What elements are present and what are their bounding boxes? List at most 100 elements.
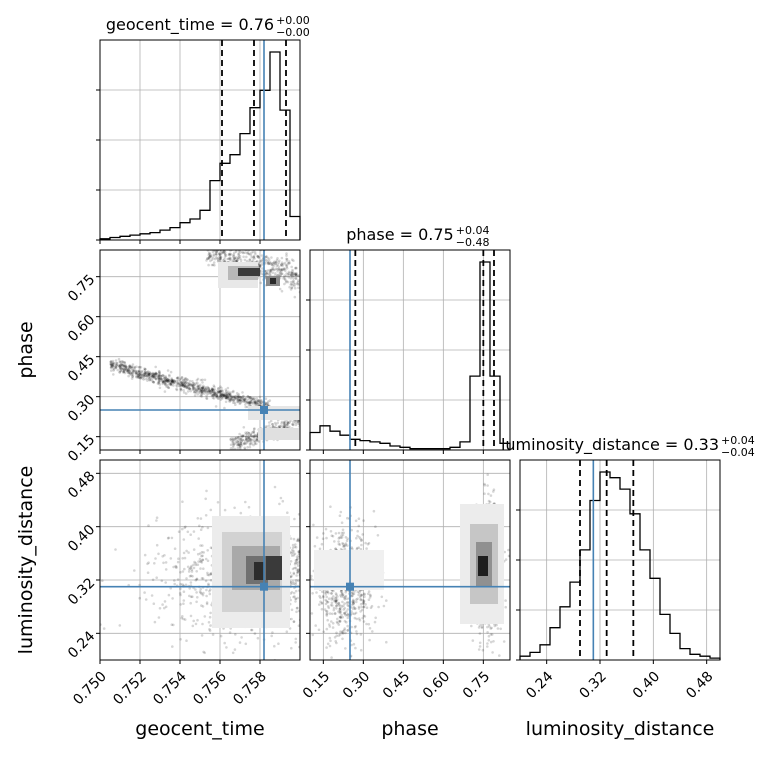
scatter-point bbox=[192, 383, 196, 386]
scatter-point bbox=[320, 607, 324, 611]
scatter-point bbox=[259, 281, 263, 285]
scatter-point bbox=[237, 397, 240, 400]
scatter-point bbox=[209, 254, 212, 258]
scatter-point bbox=[196, 517, 200, 520]
scatter-point bbox=[350, 591, 354, 595]
scatter-point bbox=[307, 590, 310, 593]
scatter-point bbox=[180, 383, 184, 386]
scatter-point bbox=[181, 383, 185, 387]
scatter-point bbox=[240, 400, 243, 404]
scatter-point bbox=[338, 607, 342, 610]
scatter-point bbox=[221, 393, 225, 397]
scatter-point bbox=[338, 607, 342, 610]
scatter-point bbox=[247, 505, 251, 509]
scatter-point bbox=[218, 390, 221, 394]
density-cell bbox=[270, 278, 276, 284]
scatter-point bbox=[175, 385, 179, 388]
scatter-point bbox=[331, 534, 335, 538]
scatter-point bbox=[291, 567, 295, 571]
scatter-point bbox=[357, 546, 361, 549]
scatter-point bbox=[291, 546, 295, 549]
scatter-point bbox=[240, 439, 243, 443]
scatter-point bbox=[224, 253, 227, 257]
scatter-point bbox=[210, 394, 214, 398]
scatter-point bbox=[340, 605, 344, 608]
scatter-point bbox=[160, 379, 164, 382]
scatter-point bbox=[335, 641, 338, 645]
scatter-point bbox=[211, 250, 215, 254]
scatter-point bbox=[356, 534, 359, 538]
scatter-point bbox=[212, 242, 215, 245]
scatter-point bbox=[216, 390, 220, 394]
scatter-point bbox=[342, 608, 346, 611]
scatter-point bbox=[231, 442, 235, 446]
scatter-point bbox=[184, 381, 188, 384]
scatter-point bbox=[203, 390, 206, 393]
scatter-point bbox=[192, 566, 196, 570]
scatter-point bbox=[180, 380, 183, 384]
scatter-point bbox=[350, 625, 354, 629]
scatter-point bbox=[222, 392, 225, 395]
scatter-point bbox=[164, 382, 167, 385]
scatter-point bbox=[291, 423, 294, 426]
scatter-point bbox=[131, 375, 134, 379]
scatter-point bbox=[130, 367, 134, 370]
scatter-point bbox=[212, 393, 215, 397]
scatter-point bbox=[223, 259, 227, 263]
scatter-point bbox=[252, 397, 255, 401]
scatter-point bbox=[118, 364, 122, 368]
scatter-point bbox=[123, 364, 126, 367]
scatter-point bbox=[110, 363, 113, 367]
scatter-point bbox=[187, 383, 190, 387]
scatter-point bbox=[366, 542, 370, 546]
scatter-point bbox=[133, 367, 137, 370]
scatter-point bbox=[163, 390, 167, 393]
scatter-point bbox=[200, 392, 204, 395]
scatter-point bbox=[289, 537, 293, 540]
scatter-point bbox=[362, 605, 366, 609]
scatter-point bbox=[223, 250, 227, 254]
scatter-point bbox=[305, 528, 308, 531]
scatter-point bbox=[179, 383, 183, 387]
scatter-point bbox=[157, 381, 160, 385]
scatter-point bbox=[292, 277, 295, 280]
scatter-point bbox=[182, 551, 186, 555]
scatter-point bbox=[347, 677, 350, 680]
scatter-point bbox=[305, 557, 308, 560]
scatter-point bbox=[297, 554, 300, 557]
scatter-point bbox=[157, 370, 161, 373]
scatter-point bbox=[267, 258, 271, 262]
scatter-point bbox=[329, 603, 333, 607]
scatter-point bbox=[258, 265, 262, 268]
scatter-point bbox=[205, 390, 208, 394]
scatter-point bbox=[219, 394, 223, 398]
scatter-point bbox=[187, 385, 191, 388]
scatter-point bbox=[355, 536, 358, 540]
scatter-point bbox=[335, 620, 339, 624]
scatter-point bbox=[248, 258, 252, 261]
scatter-point bbox=[211, 263, 215, 267]
scatter-point bbox=[332, 597, 335, 601]
scatter-point bbox=[224, 393, 228, 396]
scatter-point bbox=[138, 371, 142, 375]
scatter-point bbox=[118, 360, 122, 364]
scatter-point bbox=[273, 421, 277, 425]
scatter-point bbox=[188, 594, 191, 598]
scatter-point bbox=[357, 605, 361, 609]
scatter-point bbox=[208, 389, 212, 393]
scatter-point bbox=[264, 269, 268, 273]
scatter-point bbox=[165, 378, 169, 382]
scatter-point bbox=[274, 267, 278, 271]
scatter-point bbox=[243, 251, 247, 254]
scatter-point bbox=[111, 363, 115, 367]
scatter-point bbox=[357, 524, 361, 528]
scatter-point bbox=[147, 375, 151, 378]
scatter-point bbox=[216, 245, 219, 248]
scatter-point bbox=[292, 571, 296, 575]
scatter-point bbox=[270, 263, 274, 267]
scatter-point bbox=[257, 262, 261, 265]
scatter-point bbox=[222, 394, 225, 397]
scatter-point bbox=[223, 406, 226, 410]
scatter-point bbox=[179, 388, 183, 392]
scatter-point bbox=[340, 589, 343, 593]
